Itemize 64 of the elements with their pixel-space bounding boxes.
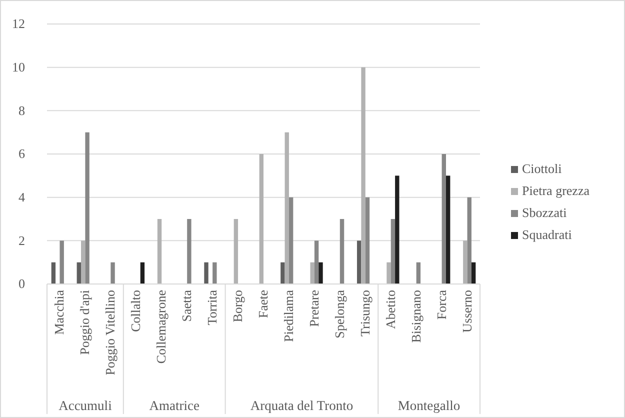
bar [110, 262, 115, 284]
bar [284, 132, 289, 284]
bar [157, 219, 162, 284]
x-tick-label: Saetta [179, 290, 194, 322]
x-tick-label: Trisungo [357, 290, 372, 336]
bar [140, 262, 145, 284]
bar [467, 197, 472, 284]
x-tick-label: Poggio Vitellino [102, 290, 118, 376]
bar [259, 154, 264, 284]
x-tick-label: Torrita [204, 290, 220, 326]
x-tick-label: Spelonga [332, 290, 347, 338]
bar [442, 154, 446, 284]
bar [234, 219, 238, 284]
bar [365, 197, 370, 284]
legend-label: Squadrati [522, 227, 572, 242]
x-tick-label: Piedilama [280, 290, 296, 342]
bar [471, 262, 476, 284]
x-tick-label: Macchia [52, 290, 67, 335]
bar [310, 262, 314, 284]
y-tick-label: 10 [12, 59, 25, 74]
x-tick-label: Collemagrone [154, 290, 169, 364]
bar [386, 262, 391, 284]
bar [416, 262, 421, 284]
legend-label: Pietra grezza [522, 183, 590, 198]
bar [395, 176, 400, 284]
bar [81, 240, 86, 284]
y-tick-label: 4 [18, 189, 26, 204]
legend-label: Sbozzati [522, 205, 568, 220]
legend-label: Ciottoli [522, 161, 562, 176]
bar [340, 219, 344, 284]
y-tick-label: 0 [18, 276, 25, 292]
y-tick-label: 8 [18, 102, 25, 118]
x-tick-label: Borgo [230, 290, 246, 322]
bar [280, 262, 285, 284]
x-tick-label: Forca [434, 290, 449, 320]
bar [51, 262, 56, 284]
text: Amatrice [149, 398, 200, 413]
bar [390, 219, 396, 284]
text: Accumuli [58, 398, 112, 413]
bar [187, 219, 192, 284]
bar [314, 240, 319, 284]
x-tick-label: Bisignano [408, 290, 424, 343]
y-tick-label: 6 [18, 146, 26, 162]
x-tick-label: Faete [256, 290, 270, 318]
bar [463, 240, 468, 284]
bar [76, 262, 82, 284]
y-tick-label: 2 [18, 232, 25, 248]
bar [85, 132, 90, 284]
y-tick-label: 12 [12, 16, 25, 32]
x-tick-label: Usserno [459, 290, 474, 333]
text: Arquata del Tronto [250, 398, 354, 413]
x-tick-label: Poggio d'api [77, 290, 92, 355]
text: Montegallo [398, 398, 460, 413]
bar [356, 240, 362, 284]
x-tick-label: Collalto [128, 290, 144, 332]
bar [288, 197, 294, 284]
bar [204, 262, 208, 284]
bar [446, 176, 450, 284]
bar [60, 240, 64, 284]
x-tick-label: Pretare [306, 290, 322, 327]
bar [361, 67, 366, 284]
bar [212, 262, 217, 284]
x-tick-label: Abetito [382, 290, 398, 329]
bar [318, 262, 323, 284]
